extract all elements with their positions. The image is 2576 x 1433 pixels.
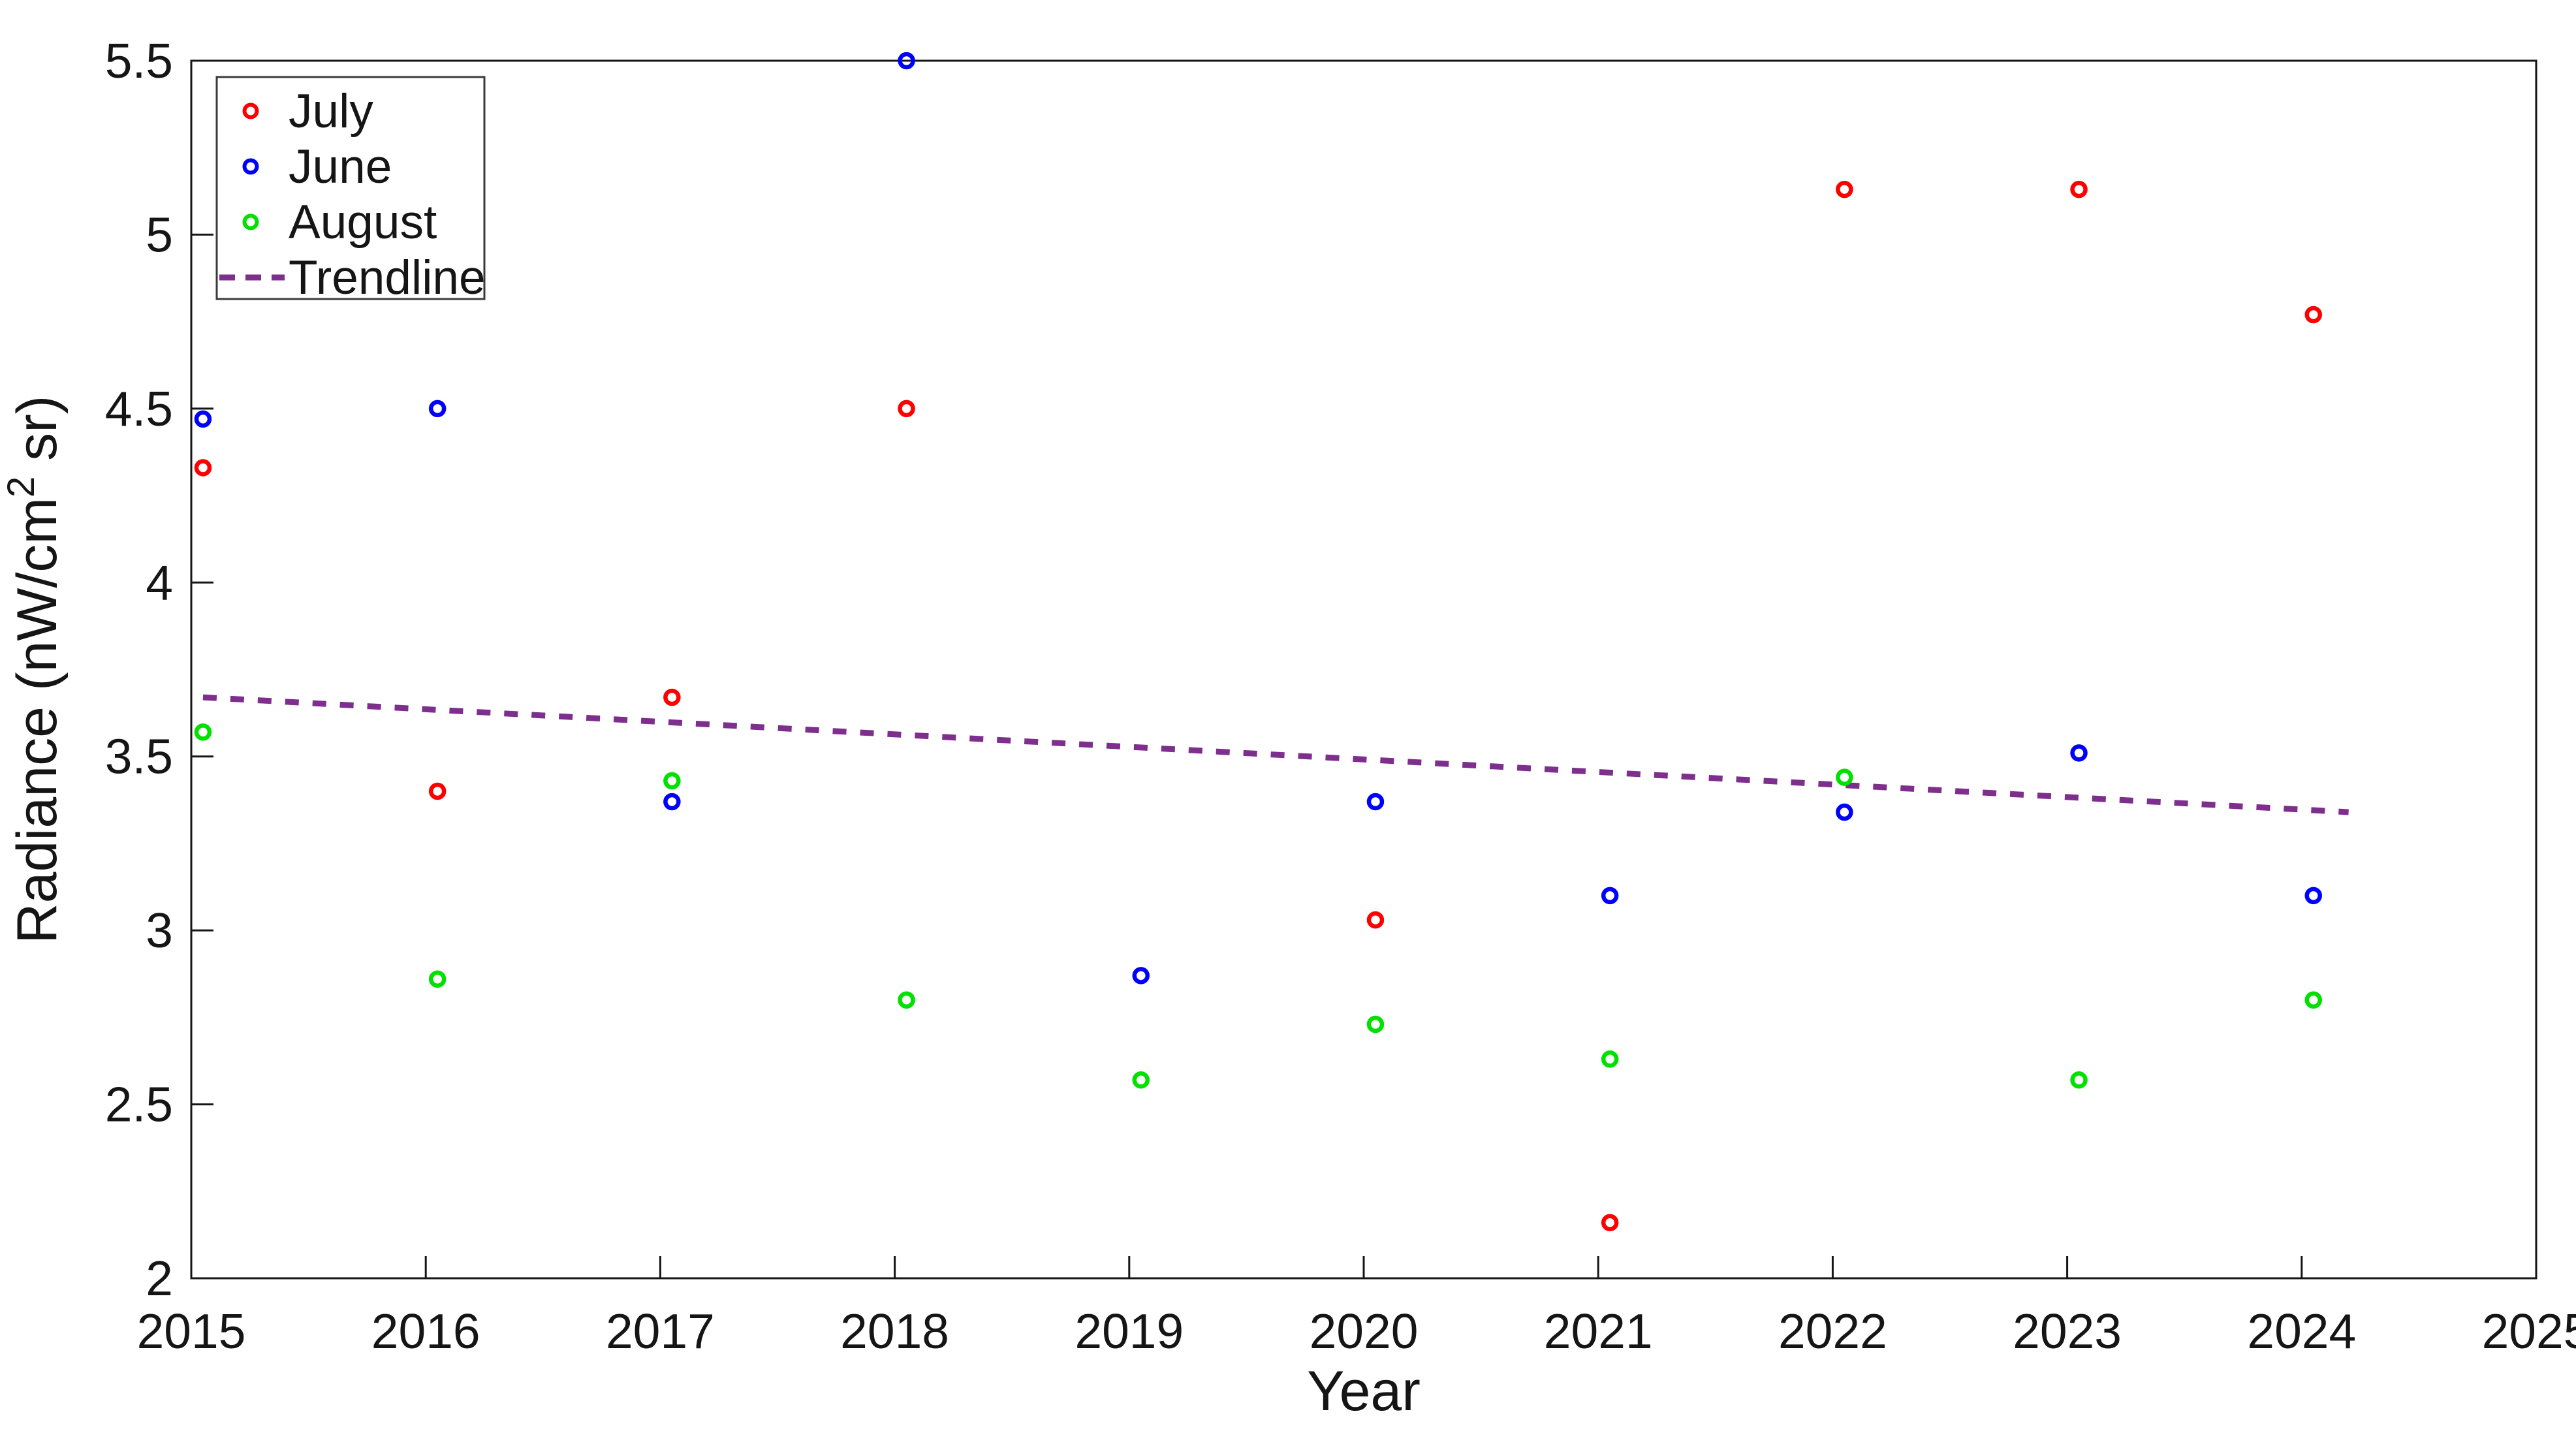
scatter-point-august [1366,1015,1385,1033]
x-tick-label: 2016 [371,1304,480,1359]
legend-marker-june [242,158,259,175]
scatter-point-august [663,772,681,790]
y-tick-label: 2 [146,1251,173,1306]
scatter-point-june [2304,887,2323,905]
scatter-point-june [1601,887,1619,905]
legend-label-july: July [289,85,373,138]
legend-marker-july [242,102,259,119]
scatter-point-july [428,782,447,800]
scatter-point-july [898,400,915,418]
scatter-point-june [428,400,447,418]
legend-label-trendline: Trendline [289,251,486,304]
trendline-dashed [202,694,2349,815]
scatter-point-august [1836,768,1853,786]
scatter-point-june [1132,967,1150,984]
x-tick-label: 2024 [2247,1304,2356,1359]
scatter-point-august [1132,1071,1150,1089]
x-tick-label: 2019 [1075,1304,1184,1359]
legend-label-june: June [289,140,392,193]
scatter-point-july [663,688,681,706]
scatter-point-july [1601,1214,1619,1231]
y-tick-label: 5 [146,207,173,262]
scatter-point-august [2070,1071,2088,1089]
scatter-points [194,52,2323,1231]
x-tick-label: 2020 [1310,1304,1419,1359]
legend-label-august: August [289,196,437,249]
scatter-point-june [1366,793,1385,811]
x-tick-label: 2021 [1544,1304,1653,1359]
scatter-point-june [1836,803,1853,821]
y-tick-label: 3.5 [105,729,173,784]
scatter-point-june [663,793,681,811]
legend-box [215,76,486,300]
x-tick-label: 2015 [137,1304,246,1359]
axes [190,59,2537,1280]
scatter-point-august [2304,991,2323,1009]
scatter-point-august [194,723,212,741]
scatter-point-july [2070,180,2088,198]
y-tick-label: 5.5 [105,33,173,88]
x-axis-title: Year [1307,1360,1421,1423]
scatter-point-august [428,970,447,988]
scatter-point-july [1366,911,1385,929]
scatter-point-august [1601,1050,1619,1068]
y-tick-label: 4 [146,555,173,610]
scatter-point-july [2304,306,2323,324]
x-tick-label: 2017 [606,1304,715,1359]
scatter-point-june [2070,744,2088,762]
scatter-point-june [194,410,212,428]
trendline [202,694,2349,815]
scatter-point-august [898,991,915,1009]
x-tick-label: 2025 [2482,1304,2576,1359]
plot-border [190,59,2537,1280]
y-tick-label: 2.5 [105,1077,173,1132]
scatter-point-july [194,459,212,477]
x-tick-label: 2018 [840,1304,949,1359]
y-axis-title: Radiance (nW/cm2 sr) [0,396,69,944]
x-tick-label: 2023 [2013,1304,2122,1359]
x-tick-label: 2022 [1778,1304,1887,1359]
y-tick-label: 4.5 [105,381,173,436]
scatter-point-july [1836,180,1853,198]
scatter-point-june [898,52,915,70]
y-tick-label: 3 [146,903,173,958]
legend-marker-august [242,213,259,230]
axis-labels: 2015 2016 2017 2018 2019 2020 2021 2022 2023 2024… [0,33,2576,1423]
